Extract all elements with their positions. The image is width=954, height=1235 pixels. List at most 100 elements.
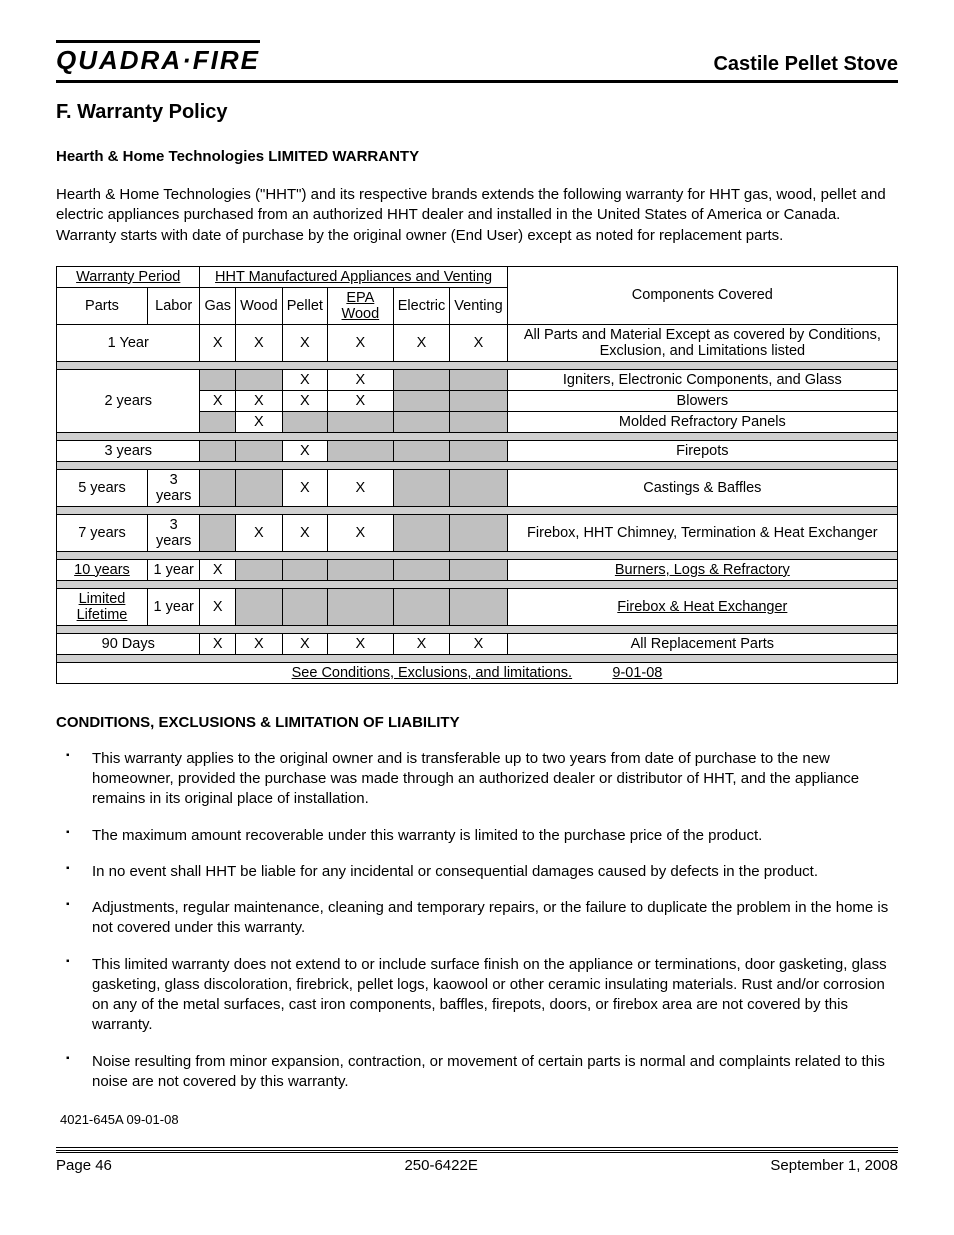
table-cell — [450, 559, 507, 580]
condition-item: Adjustments, regular maintenance, cleani… — [56, 898, 898, 939]
table-cell — [282, 559, 327, 580]
table-cell: 10 years — [57, 559, 148, 580]
table-cell — [393, 390, 450, 411]
table-cell: X — [200, 390, 236, 411]
table-cell: Limited Lifetime — [57, 588, 148, 625]
table-cell — [327, 440, 393, 461]
table-cell — [450, 390, 507, 411]
table-cell — [393, 440, 450, 461]
table-cell — [236, 469, 283, 506]
col-epa-wood: EPA Wood — [327, 287, 393, 324]
table-cell: X — [327, 324, 393, 361]
table-cell — [236, 588, 283, 625]
table-footer-date: 9-01-08 — [612, 665, 662, 681]
col-parts: Parts — [57, 287, 148, 324]
col-wood: Wood — [236, 287, 283, 324]
table-cell — [393, 588, 450, 625]
condition-item: The maximum amount recoverable under thi… — [56, 826, 898, 846]
doc-reference: 4021-645A 09-01-08 — [56, 1112, 898, 1127]
table-cell — [450, 588, 507, 625]
condition-item: This warranty applies to the original ow… — [56, 749, 898, 810]
table-cell — [200, 440, 236, 461]
header-components: Components Covered — [507, 266, 897, 324]
table-cell — [236, 440, 283, 461]
table-cell: X — [282, 633, 327, 654]
table-cell — [200, 469, 236, 506]
table-cell: 3 years — [147, 469, 200, 506]
col-labor: Labor — [147, 287, 200, 324]
table-cell — [200, 369, 236, 390]
table-cell: X — [327, 633, 393, 654]
table-cell: X — [200, 588, 236, 625]
table-cell — [236, 369, 283, 390]
warranty-subtitle: Hearth & Home Technologies LIMITED WARRA… — [56, 148, 898, 165]
table-cell: 1 year — [147, 559, 200, 580]
table-cell: Blowers — [507, 390, 897, 411]
table-cell: All Parts and Material Except as covered… — [507, 324, 897, 361]
table-cell: X — [236, 390, 283, 411]
table-cell: 3 years — [147, 514, 200, 551]
brand-logo: Quadra·Fire — [56, 40, 260, 76]
table-cell: Firepots — [507, 440, 897, 461]
table-cell: X — [393, 324, 450, 361]
table-cell: X — [200, 633, 236, 654]
col-pellet: Pellet — [282, 287, 327, 324]
table-cell: X — [393, 633, 450, 654]
table-cell: X — [282, 324, 327, 361]
table-cell — [450, 369, 507, 390]
footer-docnum: 250-6422E — [404, 1157, 477, 1174]
table-cell: X — [327, 369, 393, 390]
table-cell — [282, 411, 327, 432]
table-cell: 7 years — [57, 514, 148, 551]
col-gas: Gas — [200, 287, 236, 324]
table-cell: X — [450, 633, 507, 654]
warranty-table: Warranty Period HHT Manufactured Applian… — [56, 266, 898, 684]
table-cell — [393, 469, 450, 506]
product-name: Castile Pellet Stove — [713, 53, 898, 76]
table-cell: X — [200, 559, 236, 580]
table-cell: X — [236, 633, 283, 654]
table-cell: X — [282, 514, 327, 551]
page-footer: Page 46 250-6422E September 1, 2008 — [56, 1150, 898, 1174]
table-cell: Molded Refractory Panels — [507, 411, 897, 432]
conditions-title: CONDITIONS, EXCLUSIONS & LIMITATION OF L… — [56, 714, 898, 731]
table-footer-text: See Conditions, Exclusions, and limitati… — [292, 665, 572, 681]
table-cell — [200, 514, 236, 551]
conditions-list: This warranty applies to the original ow… — [56, 749, 898, 1092]
intro-paragraph: Hearth & Home Technologies ("HHT") and i… — [56, 185, 898, 246]
table-cell — [393, 559, 450, 580]
col-venting: Venting — [450, 287, 507, 324]
table-cell: X — [200, 324, 236, 361]
table-cell — [236, 559, 283, 580]
table-cell: Firebox, HHT Chimney, Termination & Heat… — [507, 514, 897, 551]
page-header: Quadra·Fire Castile Pellet Stove — [56, 40, 898, 83]
table-cell — [393, 411, 450, 432]
section-title: F. Warranty Policy — [56, 101, 898, 124]
table-cell: Igniters, Electronic Components, and Gla… — [507, 369, 897, 390]
table-cell: All Replacement Parts — [507, 633, 897, 654]
footer-page: Page 46 — [56, 1157, 112, 1174]
table-cell: X — [327, 514, 393, 551]
table-footer: See Conditions, Exclusions, and limitati… — [57, 662, 898, 683]
table-cell: Castings & Baffles — [507, 469, 897, 506]
table-cell — [327, 559, 393, 580]
table-cell: X — [282, 469, 327, 506]
page-footer-rule: Page 46 250-6422E September 1, 2008 — [56, 1147, 898, 1174]
condition-item: This limited warranty does not extend to… — [56, 955, 898, 1036]
table-cell: X — [282, 390, 327, 411]
table-cell: X — [236, 514, 283, 551]
table-cell: X — [327, 390, 393, 411]
period-cell: 1 Year — [57, 324, 200, 361]
table-cell: X — [236, 411, 283, 432]
table-cell: Firebox & Heat Exchanger — [507, 588, 897, 625]
table-cell — [282, 588, 327, 625]
table-cell — [450, 411, 507, 432]
condition-item: Noise resulting from minor expansion, co… — [56, 1052, 898, 1093]
period-cell: 3 years — [57, 440, 200, 461]
table-cell: 1 year — [147, 588, 200, 625]
table-cell — [327, 411, 393, 432]
table-cell: X — [282, 440, 327, 461]
table-cell: X — [450, 324, 507, 361]
table-cell: Burners, Logs & Refractory — [507, 559, 897, 580]
period-cell: 2 years — [57, 369, 200, 432]
